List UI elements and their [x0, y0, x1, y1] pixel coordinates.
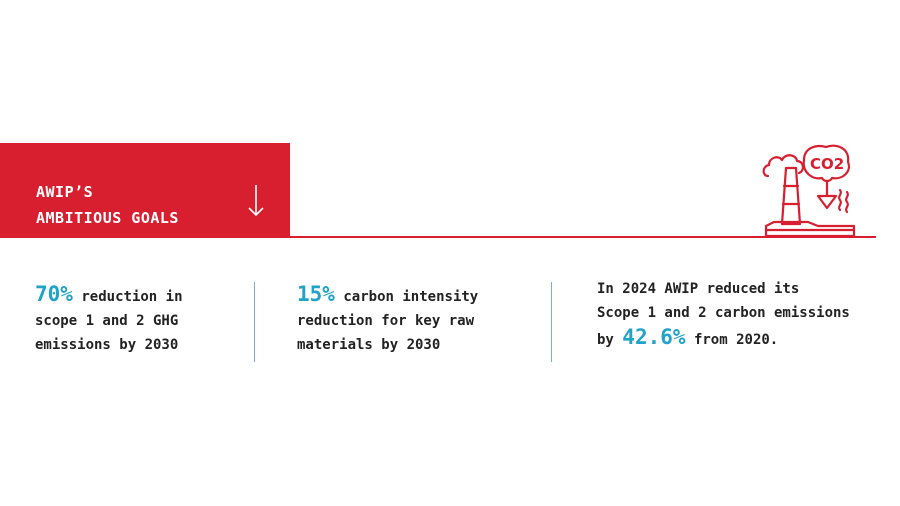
achievement-line3-suffix: from 2020. [685, 332, 779, 348]
goal-carbon-intensity: 15% carbon intensity reduction for key r… [297, 282, 527, 357]
achievement-line1: In 2024 AWIP reduced its [597, 281, 800, 297]
goal-carbon-intensity-percent: 15% [297, 282, 335, 306]
svg-text:CO2: CO2 [810, 155, 844, 173]
goal-carbon-intensity-line1: carbon intensity [334, 289, 479, 305]
banner-title: AWIP’S AMBITIOUS GOALS [36, 179, 179, 231]
achievement-percent: 42.6% [622, 325, 686, 349]
achievement-line2: Scope 1 and 2 carbon emissions [597, 305, 850, 321]
goals-banner: AWIP’S AMBITIOUS GOALS [0, 143, 290, 237]
co2-factory-icon: CO2 [762, 144, 856, 238]
red-divider-rule [0, 236, 876, 238]
goal-emissions-line2: scope 1 and 2 GHG [35, 313, 179, 329]
goal-emissions-line3: emissions by 2030 [35, 337, 179, 353]
arrow-down-icon [248, 185, 264, 217]
banner-title-line2: AMBITIOUS GOALS [36, 209, 179, 227]
goal-emissions-line1: reduction in [72, 289, 183, 305]
column-divider-1 [254, 282, 255, 362]
goal-emissions: 70% reduction in scope 1 and 2 GHG emiss… [35, 282, 245, 357]
achievement-line3-prefix: by [597, 332, 623, 348]
column-divider-2 [551, 282, 552, 362]
goal-carbon-intensity-line2: reduction for key raw [297, 313, 475, 329]
achievement-2024: In 2024 AWIP reduced its Scope 1 and 2 c… [597, 277, 887, 352]
banner-title-line1: AWIP’S [36, 183, 94, 201]
goal-carbon-intensity-line3: materials by 2030 [297, 337, 441, 353]
goal-emissions-percent: 70% [35, 282, 73, 306]
